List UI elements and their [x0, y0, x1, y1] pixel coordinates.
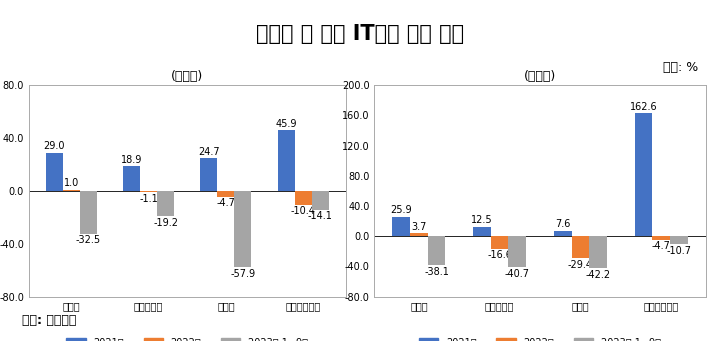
- Text: -29.4: -29.4: [568, 260, 593, 270]
- Title: (대세계): (대세계): [171, 70, 203, 83]
- Bar: [46, 153, 63, 191]
- Bar: [234, 191, 251, 267]
- Text: 25.9: 25.9: [390, 205, 412, 215]
- Bar: [217, 191, 234, 197]
- Text: 45.9: 45.9: [275, 119, 297, 129]
- Text: 162.6: 162.6: [629, 102, 657, 112]
- Text: 18.9: 18.9: [121, 155, 143, 165]
- Text: -4.7: -4.7: [217, 198, 235, 208]
- Text: -57.9: -57.9: [230, 269, 256, 279]
- Text: -32.5: -32.5: [76, 235, 101, 245]
- Text: -19.2: -19.2: [153, 218, 178, 228]
- Text: -14.1: -14.1: [307, 211, 333, 221]
- Bar: [312, 191, 328, 210]
- Legend: 2021년, 2022년, 2023년 1~9월: 2021년, 2022년, 2023년 1~9월: [415, 333, 665, 341]
- Text: -38.1: -38.1: [424, 267, 449, 277]
- Text: 반도체 및 주요 IT제품 수출 추이: 반도체 및 주요 IT제품 수출 추이: [256, 24, 464, 44]
- Bar: [508, 236, 526, 267]
- Bar: [652, 236, 670, 240]
- Text: 7.6: 7.6: [555, 219, 570, 229]
- Text: -40.7: -40.7: [505, 268, 530, 279]
- Text: 자료: 무역협회: 자료: 무역협회: [22, 314, 76, 327]
- Bar: [140, 191, 157, 192]
- Bar: [392, 217, 410, 236]
- Bar: [554, 231, 572, 236]
- Legend: 2021년, 2022년, 2023년 1~9월: 2021년, 2022년, 2023년 1~9월: [63, 333, 312, 341]
- Bar: [428, 236, 446, 265]
- Text: 단위: %: 단위: %: [663, 61, 698, 74]
- Bar: [491, 236, 508, 249]
- Text: -10.4: -10.4: [291, 206, 315, 216]
- Bar: [410, 234, 428, 236]
- Text: 3.7: 3.7: [411, 222, 426, 232]
- Bar: [670, 236, 688, 244]
- Bar: [294, 191, 312, 205]
- Text: -42.2: -42.2: [585, 270, 611, 280]
- Bar: [80, 191, 96, 234]
- Text: -1.1: -1.1: [139, 194, 158, 204]
- Bar: [278, 130, 294, 191]
- Text: 12.5: 12.5: [471, 215, 492, 225]
- Bar: [589, 236, 607, 268]
- Bar: [634, 114, 652, 236]
- Title: (대중국): (대중국): [524, 70, 556, 83]
- Text: 29.0: 29.0: [43, 141, 65, 151]
- Text: -4.7: -4.7: [652, 241, 670, 251]
- Text: 24.7: 24.7: [198, 147, 220, 157]
- Bar: [157, 191, 174, 216]
- Bar: [200, 158, 217, 191]
- Bar: [63, 190, 80, 191]
- Bar: [123, 166, 140, 191]
- Text: -16.6: -16.6: [487, 250, 512, 260]
- Text: 1.0: 1.0: [63, 178, 79, 188]
- Bar: [473, 227, 491, 236]
- Bar: [572, 236, 589, 258]
- Text: -10.7: -10.7: [667, 246, 691, 256]
